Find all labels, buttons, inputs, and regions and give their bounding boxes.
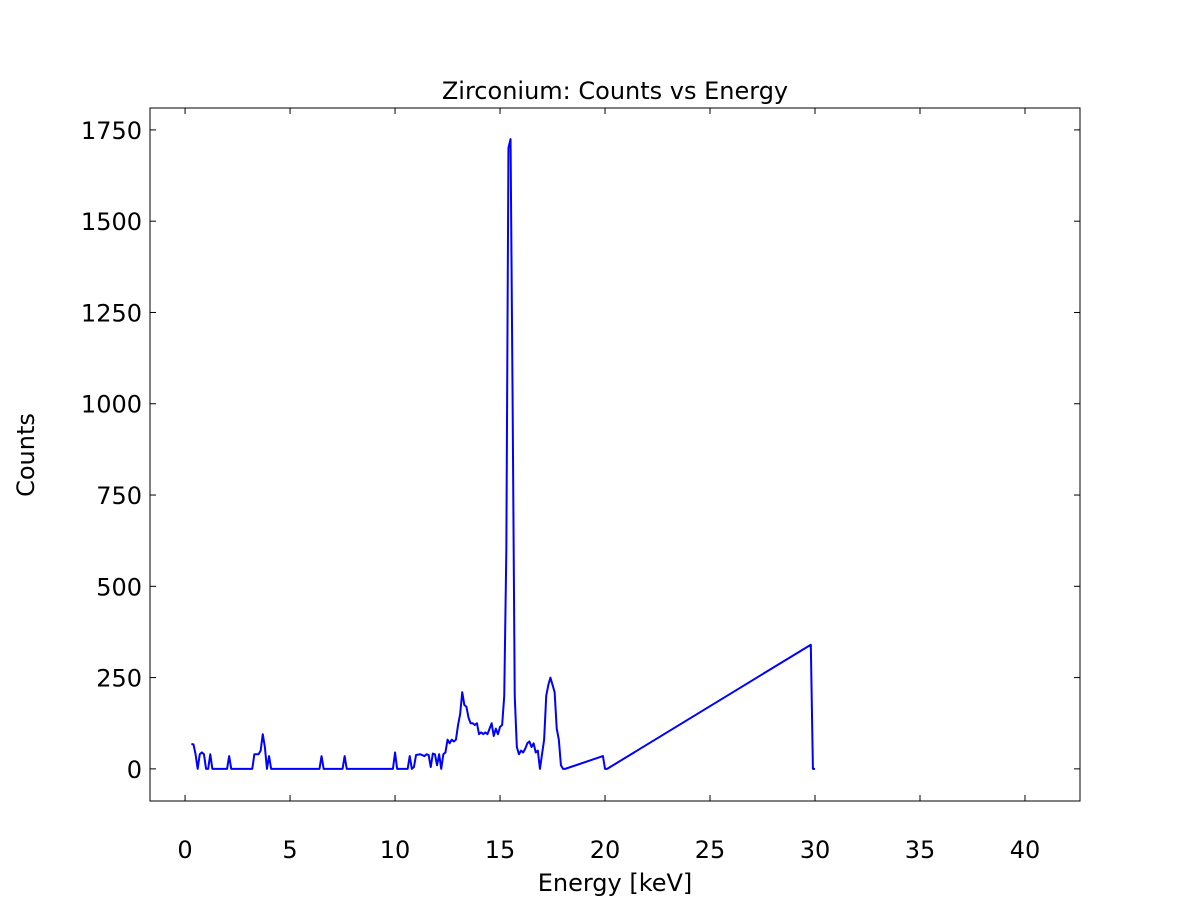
data-line: [191, 138, 816, 770]
x-axis-label: Energy [keV]: [538, 869, 693, 897]
plot-frame: [149, 107, 1081, 802]
y-tick-label: 0: [127, 756, 142, 784]
x-tick-label: 20: [590, 836, 621, 864]
x-tick-label: 35: [905, 836, 936, 864]
x-tick-label: 5: [282, 836, 297, 864]
y-tick-label: 1000: [81, 391, 142, 419]
y-tick-label: 1250: [81, 299, 142, 327]
y-tick-label: 1750: [81, 117, 142, 145]
chart-title: Zirconium: Counts vs Energy: [442, 77, 788, 105]
x-tick-label: 25: [695, 836, 726, 864]
y-tick-label: 1500: [81, 208, 142, 236]
x-tick-label: 10: [380, 836, 411, 864]
x-tick-label: 30: [800, 836, 831, 864]
y-tick-label: 750: [96, 482, 142, 510]
x-tick-label: 0: [177, 836, 192, 864]
y-tick-label: 250: [96, 665, 142, 693]
y-axis-label: Counts: [12, 413, 40, 497]
y-tick-label: 500: [96, 573, 142, 601]
x-tick-label: 40: [1010, 836, 1041, 864]
x-tick-label: 15: [485, 836, 516, 864]
